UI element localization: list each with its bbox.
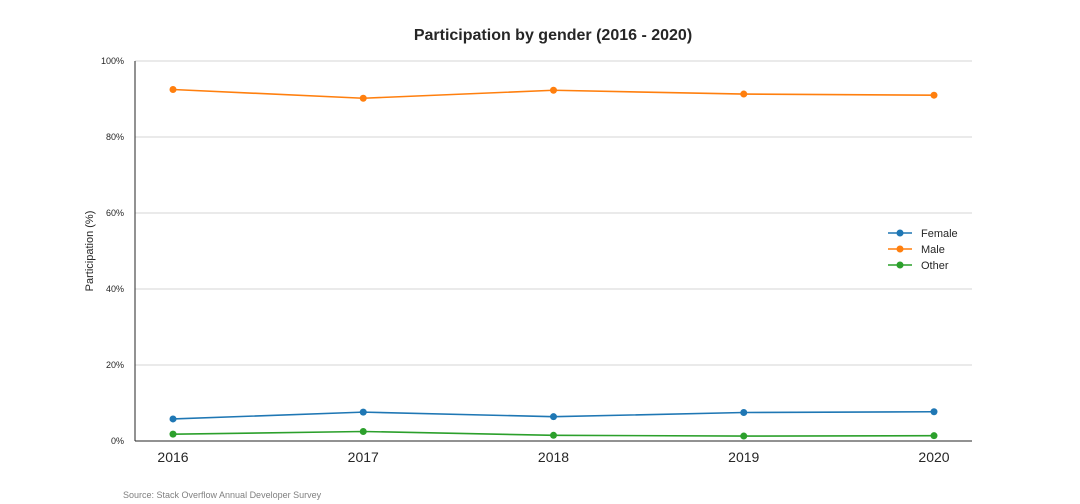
data-point-other [550, 431, 557, 439]
data-point-male [740, 90, 748, 98]
legend-item-male: Male [888, 244, 945, 256]
y-tick-label: 40% [106, 284, 124, 294]
legend-label-other: Other [921, 260, 949, 272]
grid-lines [135, 60, 972, 366]
data-point-male [169, 86, 177, 93]
data-point-male [930, 91, 938, 99]
data-point-female [550, 413, 557, 421]
series-male [169, 86, 938, 102]
x-tick-label: 2018 [538, 449, 569, 465]
legend-marker-other [896, 261, 904, 269]
data-point-other [930, 432, 938, 440]
series-group [169, 86, 938, 440]
series-female [169, 408, 938, 423]
x-tick-label: 2019 [728, 449, 759, 465]
legend-label-male: Male [921, 244, 945, 256]
legend-label-female: Female [921, 228, 958, 240]
data-point-female [740, 409, 748, 416]
y-tick-label: 100% [101, 56, 124, 66]
x-tick-label: 2017 [348, 449, 379, 465]
data-point-male [550, 86, 557, 94]
legend-marker-female [896, 229, 904, 237]
data-point-other [740, 432, 748, 440]
legend-marker-male [896, 245, 904, 253]
x-tick-label: 2020 [918, 449, 949, 465]
source-note: Source: Stack Overflow Annual Developer … [123, 490, 322, 500]
legend: Female Male Other [888, 228, 958, 272]
legend-item-female: Female [888, 228, 958, 240]
y-tick-label: 20% [106, 360, 124, 370]
data-point-female [359, 408, 367, 416]
legend-item-other: Other [888, 260, 949, 272]
y-axis-label: Participation (%) [84, 211, 96, 292]
data-point-male [359, 94, 367, 102]
y-tick-label: 60% [106, 208, 124, 218]
x-axis-ticks: 2016 2017 2018 2019 2020 [157, 449, 949, 465]
y-tick-label: 80% [106, 132, 124, 142]
y-tick-label: 0% [111, 436, 124, 446]
chart-title: Participation by gender (2016 - 2020) [414, 27, 692, 44]
data-point-other [169, 430, 177, 438]
data-point-female [930, 408, 938, 416]
x-tick-label: 2016 [157, 449, 188, 465]
y-axis-ticks: 0% 20% 40% 60% 80% 100% [101, 56, 124, 446]
series-other [169, 428, 938, 440]
data-point-other [359, 428, 367, 435]
data-point-female [169, 415, 177, 423]
